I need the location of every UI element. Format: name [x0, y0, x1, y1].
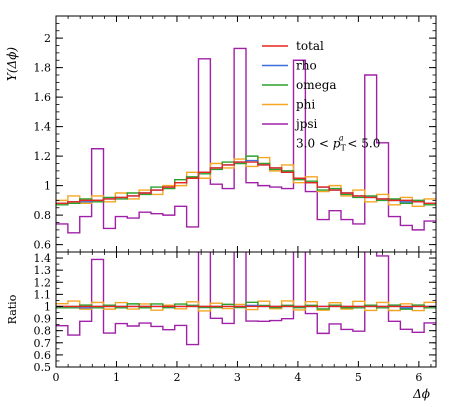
x-tick-label: 2	[173, 371, 180, 384]
pt-range-annotation: 3.0 < pTa < 5.0	[296, 134, 380, 153]
y-tick-label: 0.8	[34, 325, 52, 338]
y-tick-label: 0.8	[34, 209, 52, 222]
legend-label-omega: omega	[296, 78, 337, 92]
main-panel: 0.6 0.8 1 1.2 1.4 1.6 1.8 2	[34, 15, 437, 253]
series-line-omega	[56, 155, 436, 206]
x-tick-label: 6	[415, 371, 422, 384]
y-tick-label: 1.2	[34, 276, 52, 289]
y-tick-label: 0.9	[34, 313, 52, 326]
y-tick-label: 1.2	[34, 150, 52, 163]
y-tick-label: 0.5	[34, 361, 52, 374]
legend-label-rho: rho	[296, 59, 317, 73]
x-tick-label: 5	[355, 371, 362, 384]
y-tick-label: 1.4	[34, 252, 52, 265]
annotation-suffix: < 5.0	[344, 137, 381, 151]
ratio-series-group	[56, 252, 436, 346]
y-axis-title-ratio: Ratio	[6, 294, 19, 324]
legend-label-phi: phi	[296, 98, 315, 112]
legend-label-jpsi: jpsi	[294, 117, 318, 131]
y-tick-label: 0.6	[34, 239, 52, 252]
y-tick-label: 1.8	[34, 62, 52, 75]
x-tick-label: 4	[294, 371, 301, 384]
series-line-total	[56, 161, 436, 205]
y-tick-label: 2	[44, 32, 51, 45]
series-line-phi	[56, 156, 436, 207]
y-tick-label: 1.3	[34, 264, 52, 277]
main-series-group	[56, 47, 436, 234]
ratio-panel: 0 1 2 3 4 5 60.50.60.70.80.911.11.21.31.4	[34, 251, 437, 384]
x-tick-label: 1	[113, 371, 120, 384]
y-tick-label: 0.6	[34, 349, 52, 362]
y-tick-label: 0.7	[34, 337, 52, 350]
y-tick-label: 1.4	[34, 121, 52, 134]
annotation-prefix: 3.0 <	[296, 137, 333, 151]
x-axis-title: Δϕ	[412, 387, 430, 401]
x-tick-label: 0	[53, 371, 60, 384]
legend: total rho omega phi jpsi	[262, 39, 337, 131]
series-line-jpsi	[56, 47, 436, 234]
y-tick-label: 1	[44, 180, 51, 193]
y-tick-label: 1	[44, 300, 51, 313]
legend-label-total: total	[296, 39, 324, 53]
ratio-plot-frame	[55, 251, 437, 368]
annotation-superscript: a	[339, 134, 344, 143]
x-tick-label: 3	[234, 371, 241, 384]
y-tick-label: 1.6	[34, 91, 52, 104]
ratio-line-jpsi	[56, 252, 436, 346]
y-axis-title-top: Y(Δϕ)	[5, 47, 19, 81]
annotation-subscript: T	[340, 144, 346, 153]
annotation-p: p	[333, 137, 341, 151]
y-tick-label: 1.1	[34, 288, 52, 301]
